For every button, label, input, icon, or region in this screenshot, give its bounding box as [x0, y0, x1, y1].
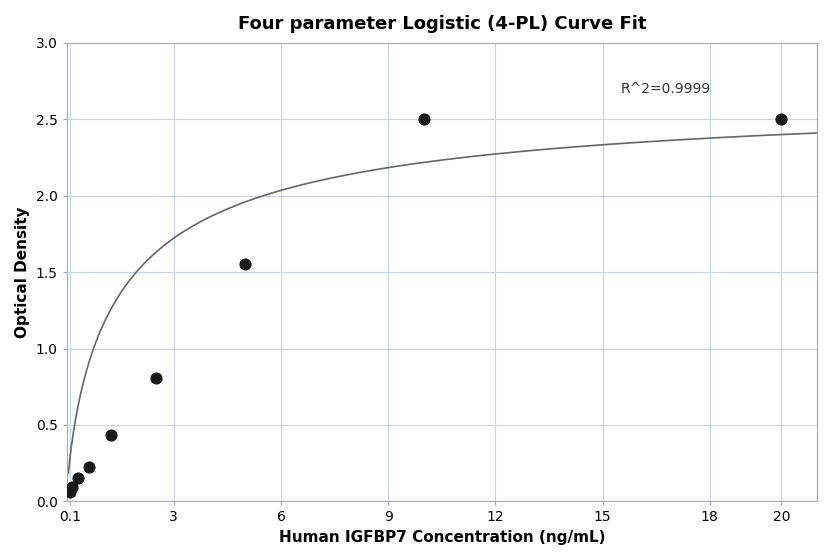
Point: [149, 374, 162, 383]
Point: [71, 473, 84, 482]
Point: [63, 487, 77, 496]
Y-axis label: Optical Density: Optical Density: [15, 207, 30, 338]
Point: [66, 482, 79, 491]
Text: R^2=0.9999: R^2=0.9999: [621, 82, 711, 96]
Point: [239, 259, 252, 268]
X-axis label: Human IGFBP7 Concentration (ng/mL): Human IGFBP7 Concentration (ng/mL): [279, 530, 605, 545]
Point: [418, 115, 431, 124]
Point: [775, 115, 788, 124]
Point: [82, 462, 96, 471]
Point: [105, 431, 118, 440]
Title: Four parameter Logistic (4-PL) Curve Fit: Four parameter Logistic (4-PL) Curve Fit: [238, 15, 646, 33]
